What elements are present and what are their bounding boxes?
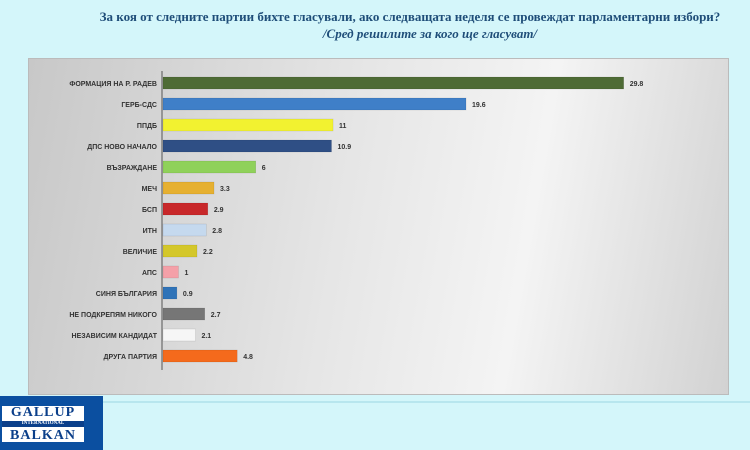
data-label: 4.8 [243,354,253,361]
bar [162,328,196,342]
category-label: ДПС НОВО НАЧАЛО [87,144,157,151]
bar [162,286,178,300]
bar [162,244,198,258]
category-label: ВЕЛИЧИЕ [123,249,158,256]
logo-line3: BALKAN [10,428,76,443]
category-label: АПС [142,270,157,277]
bar [162,349,238,363]
logo-line1: GALLUP [10,405,76,420]
chart-title: За коя от следните партии бихте гласувал… [0,8,750,42]
logo-line2: INTERNATIONAL [2,421,84,427]
data-label: 3.3 [220,186,230,193]
title-text: За коя от следните партии бихте гласувал… [99,9,721,24]
data-label: 0.9 [183,291,193,298]
category-label: ВЪЗРАЖДАНЕ [107,165,158,172]
bar [162,223,207,237]
data-label: 6 [262,165,266,172]
category-label: ФОРМАЦИЯ НА Р. РАДЕВ [69,81,157,88]
data-label: 2.8 [212,228,222,235]
bar-chart: ФОРМАЦИЯ НА Р. РАДЕВ 29.8 ГЕРБ-СДС 19.6 ППДБ… [69,71,644,370]
category-label: ИТН [143,228,157,235]
chart-subtitle: /Сред решилите за кого ще гласуват/ [322,26,538,41]
bar [162,265,179,279]
data-label: 2.7 [211,312,221,319]
category-label: МЕЧ [142,186,158,193]
bar [162,202,209,216]
data-label: 2.1 [201,333,211,340]
bar [162,160,257,174]
bar [162,118,334,132]
data-label: 2.2 [203,249,213,256]
category-label: ППДБ [137,123,157,130]
bar [162,97,467,111]
category-label: БСП [142,207,157,214]
category-label: СИНЯ БЪЛГАРИЯ [96,291,157,298]
data-label: 29.8 [630,81,644,88]
data-label: 2.9 [214,207,224,214]
bar [162,307,205,321]
gallup-logo: GALLUP INTERNATIONAL BALKAN [0,396,103,450]
bar [162,76,624,90]
data-label: 11 [339,123,347,130]
data-label: 19.6 [472,102,486,109]
chart-panel: ФОРМАЦИЯ НА Р. РАДЕВ 29.8 ГЕРБ-СДС 19.6 ППДБ… [28,58,729,395]
data-label: 10.9 [338,144,352,151]
bar [162,139,332,153]
bar [162,181,215,195]
category-label: ГЕРБ-СДС [121,102,157,109]
data-label: 1 [184,270,188,277]
category-label: НЕЗАВИСИМ КАНДИДАТ [72,333,158,340]
category-label: ДРУГА ПАРТИЯ [104,354,157,361]
category-label: НЕ ПОДКРЕПЯМ НИКОГО [69,312,157,319]
footer-divider [103,401,750,403]
